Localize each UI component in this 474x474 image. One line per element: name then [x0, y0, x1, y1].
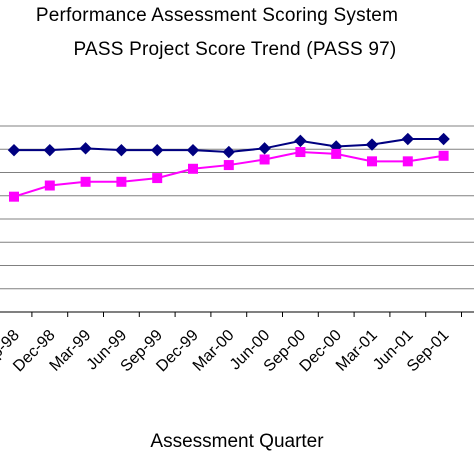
series-2-point: [152, 173, 163, 184]
x-tick-label: Mar-00: [190, 327, 238, 375]
series-1-point: [43, 143, 57, 157]
series-1-point: [115, 143, 128, 157]
series-1-point: [150, 143, 164, 157]
series-2-point: [331, 148, 342, 159]
series-1-point: [186, 143, 200, 157]
series-2-point: [80, 176, 91, 187]
series-2-point: [402, 156, 413, 167]
series-2-point: [295, 147, 306, 158]
series-1-point: [258, 142, 271, 155]
series-2-point: [44, 180, 55, 191]
series-1-point: [7, 143, 21, 157]
chart-subtitle: PASS Project Score Trend (PASS 97): [73, 39, 397, 60]
series-2-point: [9, 191, 19, 202]
series-2-point: [438, 150, 449, 161]
series-2-point: [223, 160, 234, 171]
series-1-point: [222, 145, 236, 159]
series-2-line: [13, 151, 444, 198]
chart-title: Performance Assessment Scoring System: [35, 5, 399, 26]
series-1-point: [79, 142, 92, 155]
x-tick-label: Mar-01: [333, 327, 381, 375]
series-1-point: [365, 138, 379, 151]
series-1-point: [437, 132, 450, 146]
series-1-point: [294, 134, 307, 148]
x-tick-label: Mar-99: [47, 327, 95, 375]
series-2-point: [116, 176, 127, 187]
x-axis-title: Assessment Quarter: [150, 431, 324, 452]
series-2-point: [188, 163, 198, 174]
series-2-point: [259, 154, 270, 165]
series-1-point: [401, 132, 415, 146]
series-2-point: [367, 156, 377, 167]
